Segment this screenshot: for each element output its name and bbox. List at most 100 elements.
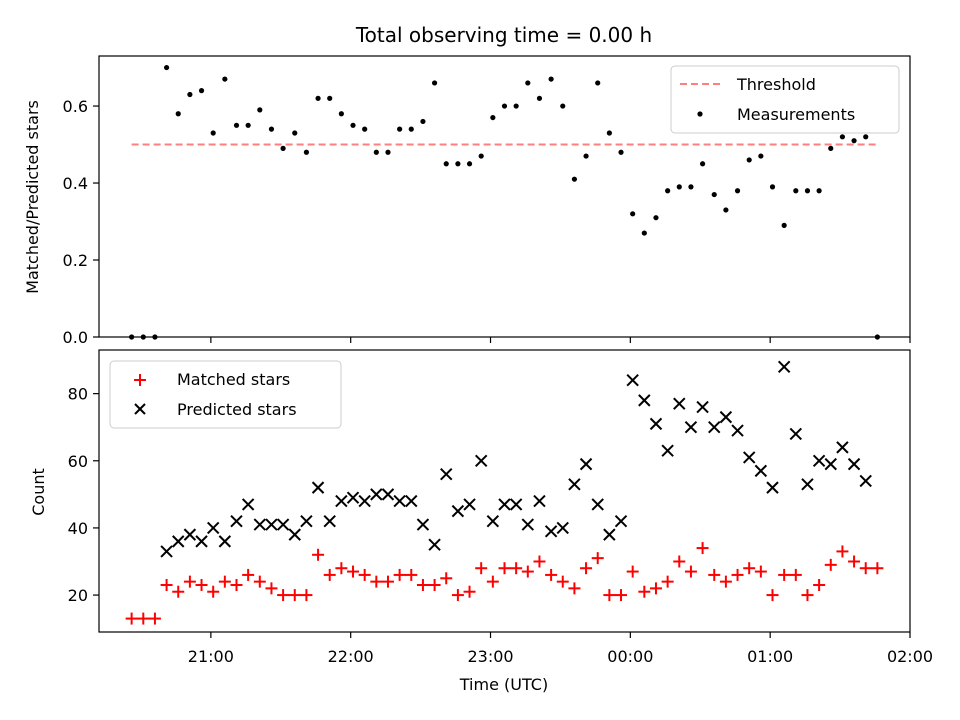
matched-star-point [242, 568, 255, 581]
x-tick-label: 22:00 [328, 647, 374, 666]
predicted-star-point [673, 397, 686, 410]
x-tick-label: 02:00 [887, 647, 933, 666]
matched-star-point [684, 565, 697, 578]
measurement-point [723, 207, 729, 213]
measurement-point [804, 188, 811, 194]
matched-star-point [638, 585, 651, 598]
bottom-legend-box [109, 360, 342, 429]
measurement-point [245, 122, 251, 128]
measurement-point [408, 126, 414, 132]
top-panel: Total observing time = 0.00 h 0.00.20.40… [23, 23, 911, 347]
matched-star-point [253, 575, 266, 588]
predicted-star-point [859, 474, 872, 488]
predicted-star-point [428, 538, 441, 551]
bottom-y-ticks: 20 40 60 80 [68, 385, 99, 605]
measurement-point [653, 215, 659, 221]
predicted-star-point [544, 525, 558, 538]
measurement-point [769, 184, 776, 190]
matched-star-point [498, 562, 511, 575]
top-plot-frame [98, 55, 911, 338]
measurement-point [420, 118, 426, 125]
predicted-star-point [381, 488, 395, 501]
measurement-point [839, 134, 846, 140]
matched-star-point [521, 565, 534, 578]
measurement-point [280, 145, 286, 151]
measurement-point [163, 64, 170, 71]
matched-star-point [580, 562, 593, 575]
predicted-star-point [288, 528, 301, 541]
measurement-point [641, 230, 647, 236]
measurement-point [665, 188, 671, 194]
predicted-star-point [684, 421, 698, 434]
matched-star-point [848, 555, 861, 568]
matched-star-point [591, 552, 604, 565]
matched-star-point [743, 562, 756, 575]
measurement-point [327, 95, 333, 101]
bottom-legend: Matched stars Predicted stars [109, 360, 342, 429]
bottom-plot-frame [98, 349, 911, 633]
matched-star-point [510, 562, 523, 575]
matched-star-point [172, 585, 185, 598]
legend-matched-label: Matched stars [177, 370, 290, 389]
predicted-star-point [649, 417, 663, 431]
measurement-point [466, 161, 473, 167]
predicted-star-point [358, 494, 371, 508]
matched-star-point [789, 568, 802, 581]
measurement-point [257, 107, 263, 113]
predicted-star-point [474, 454, 488, 467]
top-legend-box [670, 65, 900, 134]
predicted-star-point [498, 498, 511, 511]
matched-stars-points [125, 542, 884, 625]
bottom-y-axis-label: Count [29, 468, 48, 516]
measurement-point [187, 91, 193, 98]
matched-star-point [824, 558, 837, 571]
predicted-star-point [766, 481, 779, 494]
predicted-star-point [346, 491, 360, 504]
matched-star-point [335, 562, 348, 575]
measurement-point [560, 103, 566, 109]
bottom-y-tick-label: 40 [68, 519, 88, 538]
predicted-star-point [801, 478, 814, 491]
measurement-point [431, 80, 438, 86]
measurement-point [268, 126, 275, 132]
measurement-point [233, 122, 240, 128]
measurement-point [618, 149, 624, 155]
matched-star-point [218, 575, 231, 588]
predicted-star-point [486, 515, 500, 528]
matched-star-point [300, 589, 313, 602]
measurement-point [175, 111, 181, 117]
predicted-star-point [206, 521, 220, 535]
top-legend: Threshold Measurements [670, 65, 900, 134]
measurement-point [676, 184, 682, 190]
matched-star-point [533, 555, 546, 568]
predicted-star-point [824, 457, 837, 471]
predicted-star-point [626, 374, 639, 387]
predicted-star-point [416, 518, 430, 531]
measurement-point [816, 188, 822, 194]
matched-star-point [393, 568, 406, 581]
predicted-star-point [847, 457, 861, 471]
matched-star-point [731, 568, 744, 581]
predicted-star-point [742, 451, 756, 464]
matched-star-point [813, 579, 826, 591]
measurement-point [828, 145, 834, 151]
x-axis-label: Time (UTC) [459, 675, 548, 694]
predicted-star-point [812, 454, 826, 467]
matched-star-point [230, 579, 243, 591]
predicted-star-point [533, 494, 546, 508]
measurement-point [385, 149, 391, 155]
measurement-point [303, 149, 310, 155]
bottom-y-tick-label: 80 [68, 385, 88, 404]
matched-star-point [661, 575, 674, 588]
top-y-tick-label: 0.4 [63, 174, 88, 193]
matched-star-point [440, 572, 453, 585]
matched-star-point [871, 562, 884, 575]
matched-star-point [603, 589, 616, 602]
matched-star-point [486, 575, 499, 588]
matched-star-point [708, 568, 721, 581]
matched-star-point [312, 548, 325, 561]
matched-star-point [556, 575, 569, 588]
measurement-point [490, 114, 496, 121]
measurement-point [362, 126, 368, 132]
